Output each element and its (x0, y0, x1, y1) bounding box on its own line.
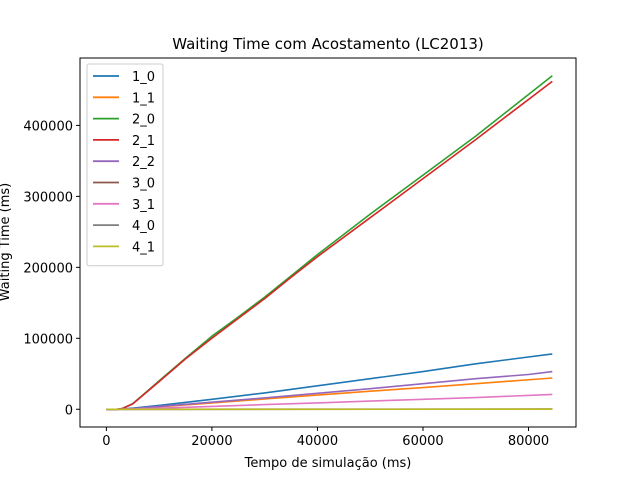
y-tick-label: 400000 (23, 119, 73, 134)
y-tick-label: 300000 (23, 190, 73, 205)
legend-label: 4_1 (132, 240, 155, 255)
x-tick-label: 40000 (297, 434, 338, 449)
legend-label: 3_1 (132, 198, 155, 213)
legend-label: 3_0 (132, 177, 155, 192)
legend-label: 2_0 (132, 113, 155, 128)
y-tick-label: 200000 (23, 261, 73, 276)
legend-label: 1_0 (132, 70, 155, 85)
x-axis-title: Tempo de simulação (ms) (244, 456, 412, 471)
y-axis-ticks: 0 100000 200000 300000 400000 (23, 119, 80, 418)
y-tick-label: 0 (65, 403, 73, 418)
series-layer (106, 75, 553, 411)
legend-box (86, 63, 164, 267)
series-line-1_0 (106, 353, 553, 411)
plot-frame (79, 57, 577, 428)
x-tick-label: 60000 (402, 434, 443, 449)
series-line-3_1 (106, 393, 553, 411)
series-line-2_0 (106, 75, 553, 411)
y-tick-label: 100000 (23, 332, 73, 347)
x-tick-label: 0 (102, 434, 110, 449)
x-tick-label: 20000 (191, 434, 232, 449)
chart-title: Waiting Time com Acostamento (LC2013) (172, 35, 484, 53)
legend-label: 2_2 (132, 155, 155, 170)
x-tick-label: 80000 (508, 434, 549, 449)
x-axis-ticks: 0 20000 40000 60000 80000 (102, 427, 549, 449)
legend: 1_0 1_1 2_0 2_1 2_2 3_0 3_1 4_0 4_1 (86, 63, 164, 267)
y-axis-title: Waiting Time (ms) (0, 183, 13, 301)
series-line-2_1 (106, 80, 553, 411)
legend-label: 4_0 (132, 219, 155, 234)
legend-label: 2_1 (132, 134, 155, 149)
legend-label: 1_1 (132, 91, 155, 106)
